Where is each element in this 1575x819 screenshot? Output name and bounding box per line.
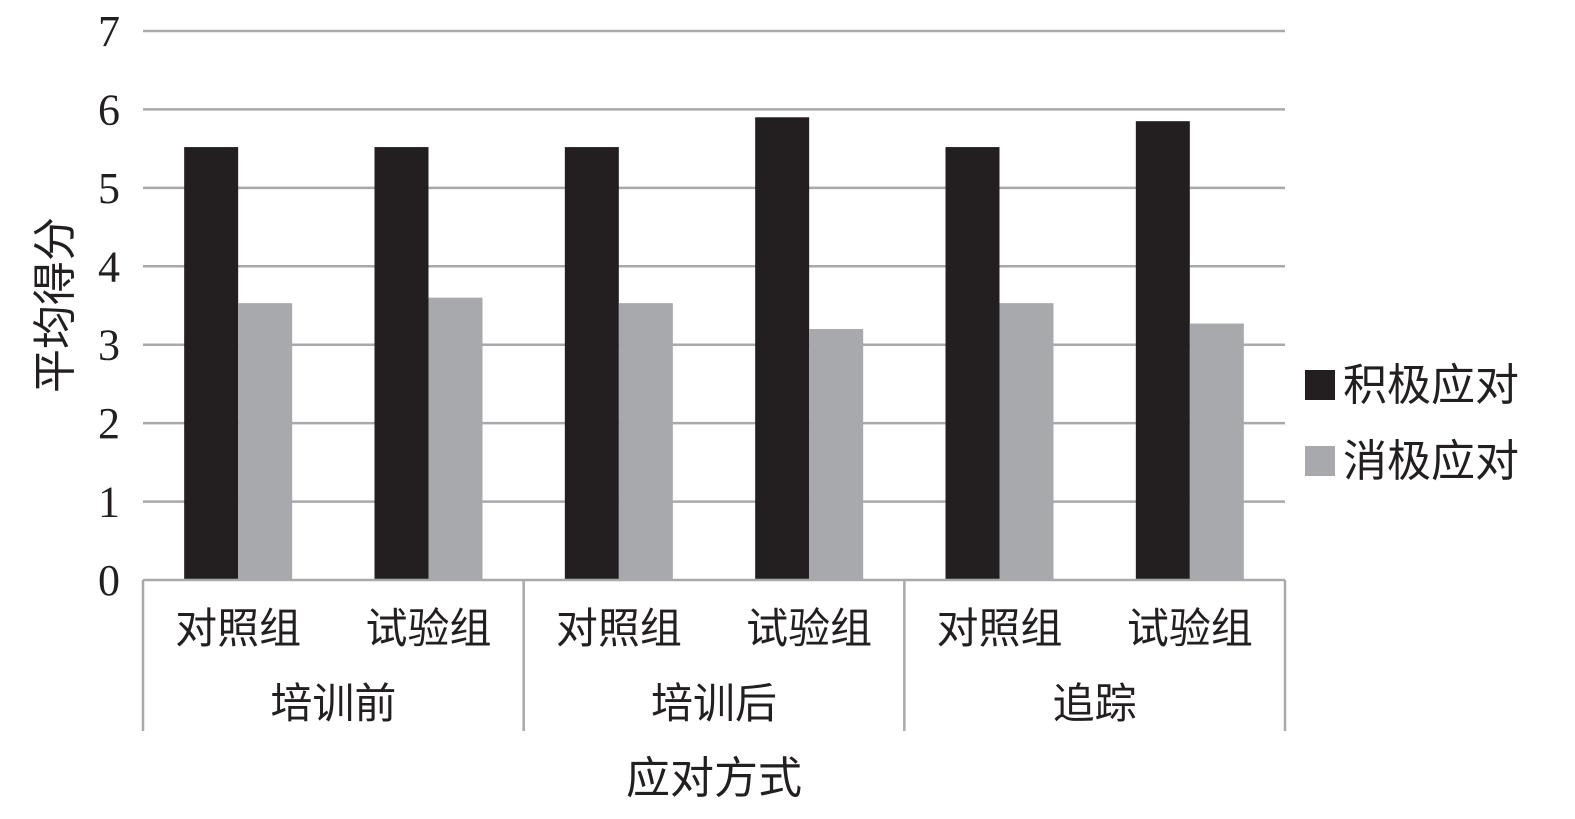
y-axis-title: 平均得分	[30, 217, 81, 393]
x-group-label: 培训后	[651, 679, 777, 728]
bar-positive-2	[564, 147, 619, 580]
grid-lines	[143, 29, 1285, 503]
y-tick-label: 3	[98, 321, 120, 370]
bar-negative-1	[428, 297, 483, 580]
x-group-label: 追踪	[1053, 679, 1137, 728]
y-tick-label: 5	[98, 164, 120, 213]
bar-negative-0	[238, 303, 293, 580]
y-tick-label: 1	[98, 478, 120, 527]
x-group-labels: 培训前 培训后 追踪	[270, 679, 1136, 728]
y-tick-label: 7	[98, 7, 120, 56]
bar-positive-1	[374, 147, 429, 580]
bar-positive-0	[184, 147, 239, 580]
x-axis-title: 应对方式	[626, 753, 802, 804]
y-tick-label: 2	[98, 399, 120, 448]
x-category-label: 对照组	[556, 604, 682, 653]
y-tick-label: 0	[98, 556, 120, 605]
bar-positive-5	[1135, 121, 1190, 580]
y-tick-label: 4	[98, 242, 120, 291]
x-category-label: 试验组	[1127, 604, 1253, 653]
bars	[184, 117, 1244, 581]
x-category-label: 对照组	[936, 604, 1062, 653]
x-category-label: 试验组	[746, 604, 872, 653]
y-tick-labels: 0 1 2 3 4 5 6 7	[98, 7, 120, 605]
bar-negative-5	[1189, 323, 1244, 580]
y-tick-label: 6	[98, 85, 120, 134]
x-category-labels: 对照组 试验组 对照组 试验组 对照组 试验组	[175, 604, 1253, 653]
legend-swatch	[1305, 446, 1335, 476]
bar-negative-4	[999, 303, 1054, 580]
legend-swatch	[1305, 370, 1335, 400]
x-group-label: 培训前	[270, 679, 396, 728]
bar-positive-3	[755, 117, 810, 581]
bar-positive-4	[945, 147, 1000, 580]
legend-label: 消极应对	[1343, 436, 1519, 487]
bar-negative-3	[809, 329, 864, 580]
axes	[141, 578, 1287, 731]
bar-negative-2	[618, 303, 673, 580]
x-category-label: 试验组	[365, 604, 491, 653]
x-category-label: 对照组	[175, 604, 301, 653]
legend-label: 积极应对	[1343, 360, 1519, 411]
